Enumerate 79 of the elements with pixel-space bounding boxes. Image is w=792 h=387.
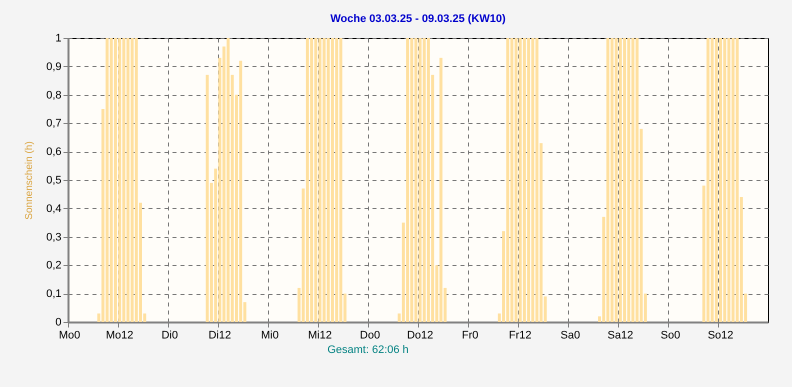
- bar: [631, 38, 634, 322]
- bar: [514, 38, 518, 322]
- y-tick-label: 0,1: [46, 288, 62, 300]
- bar: [406, 38, 410, 322]
- bar: [206, 74, 209, 322]
- x-tick-label: Di0: [161, 330, 178, 342]
- bar: [310, 38, 314, 322]
- bar: [318, 38, 322, 322]
- bar: [330, 38, 334, 322]
- x-tick-label: Do12: [406, 330, 434, 342]
- y-tick-label: 0,3: [46, 231, 62, 244]
- bar: [535, 38, 538, 322]
- bar: [710, 38, 714, 322]
- x-tick-label: Mo12: [106, 330, 134, 342]
- bar: [439, 58, 442, 322]
- bar: [506, 38, 510, 322]
- bar: [714, 38, 718, 322]
- bar: [623, 38, 626, 322]
- y-axis-title: Sonnenschein (h): [24, 141, 36, 220]
- x-tick-label: Fr0: [462, 330, 478, 342]
- bar: [614, 38, 618, 322]
- y-tick-label: 0,7: [46, 118, 62, 130]
- bar: [306, 38, 309, 322]
- bar: [518, 38, 522, 322]
- bar: [418, 38, 422, 322]
- bar: [339, 38, 342, 322]
- bar: [130, 38, 134, 322]
- bar: [426, 38, 430, 322]
- x-tick-label: So12: [708, 330, 734, 342]
- bar: [736, 38, 739, 322]
- bar: [531, 38, 534, 322]
- x-tick-label: Mi12: [308, 330, 332, 342]
- bar: [522, 38, 526, 322]
- x-tick-label: Mo0: [58, 330, 80, 342]
- bar: [727, 38, 730, 322]
- bar: [627, 38, 630, 322]
- y-tick-label: 0,5: [46, 174, 62, 186]
- y-tick-label: 0,2: [46, 260, 62, 272]
- x-tick-label: Mi0: [260, 330, 279, 342]
- y-tick-label: 1: [55, 32, 62, 44]
- bar: [719, 38, 722, 322]
- x-tick-label: Fr12: [508, 330, 532, 342]
- bar: [114, 38, 117, 322]
- bar: [314, 38, 318, 322]
- y-tick-label: 0: [55, 316, 62, 328]
- x-tick-label: Sa12: [608, 330, 634, 342]
- bar: [422, 38, 426, 322]
- y-tick-label: 0,4: [46, 202, 62, 215]
- y-tick-label: 0,6: [46, 146, 62, 158]
- bar: [322, 38, 326, 322]
- text: Gesamt: 62:06 h: [327, 344, 409, 356]
- y-tick-label: 0,8: [46, 89, 62, 102]
- bar: [122, 38, 126, 322]
- bar: [134, 38, 138, 322]
- bar: [723, 38, 726, 322]
- x-tick-label: Do0: [360, 330, 380, 342]
- bar: [110, 38, 113, 322]
- bar: [118, 38, 122, 322]
- chart-title: Woche 03.03.25 - 09.03.25 (KW10): [330, 13, 506, 25]
- bar: [527, 38, 530, 322]
- bar: [239, 60, 242, 322]
- bar: [326, 38, 330, 322]
- bar: [706, 38, 710, 322]
- bar: [618, 38, 622, 322]
- x-tick-label: So0: [660, 330, 680, 342]
- bar: [126, 38, 130, 322]
- bar: [335, 38, 338, 322]
- bar: [106, 38, 109, 322]
- bar: [510, 38, 514, 322]
- bar: [606, 38, 610, 322]
- y-tick-label: 0,9: [46, 60, 62, 73]
- x-tick-label: Di12: [208, 330, 232, 342]
- bar: [636, 38, 639, 322]
- bar: [732, 38, 735, 322]
- bar: [226, 38, 230, 322]
- bar: [410, 38, 414, 322]
- bar: [610, 38, 614, 322]
- x-tick-label: Sa0: [560, 330, 580, 342]
- bar: [414, 38, 418, 322]
